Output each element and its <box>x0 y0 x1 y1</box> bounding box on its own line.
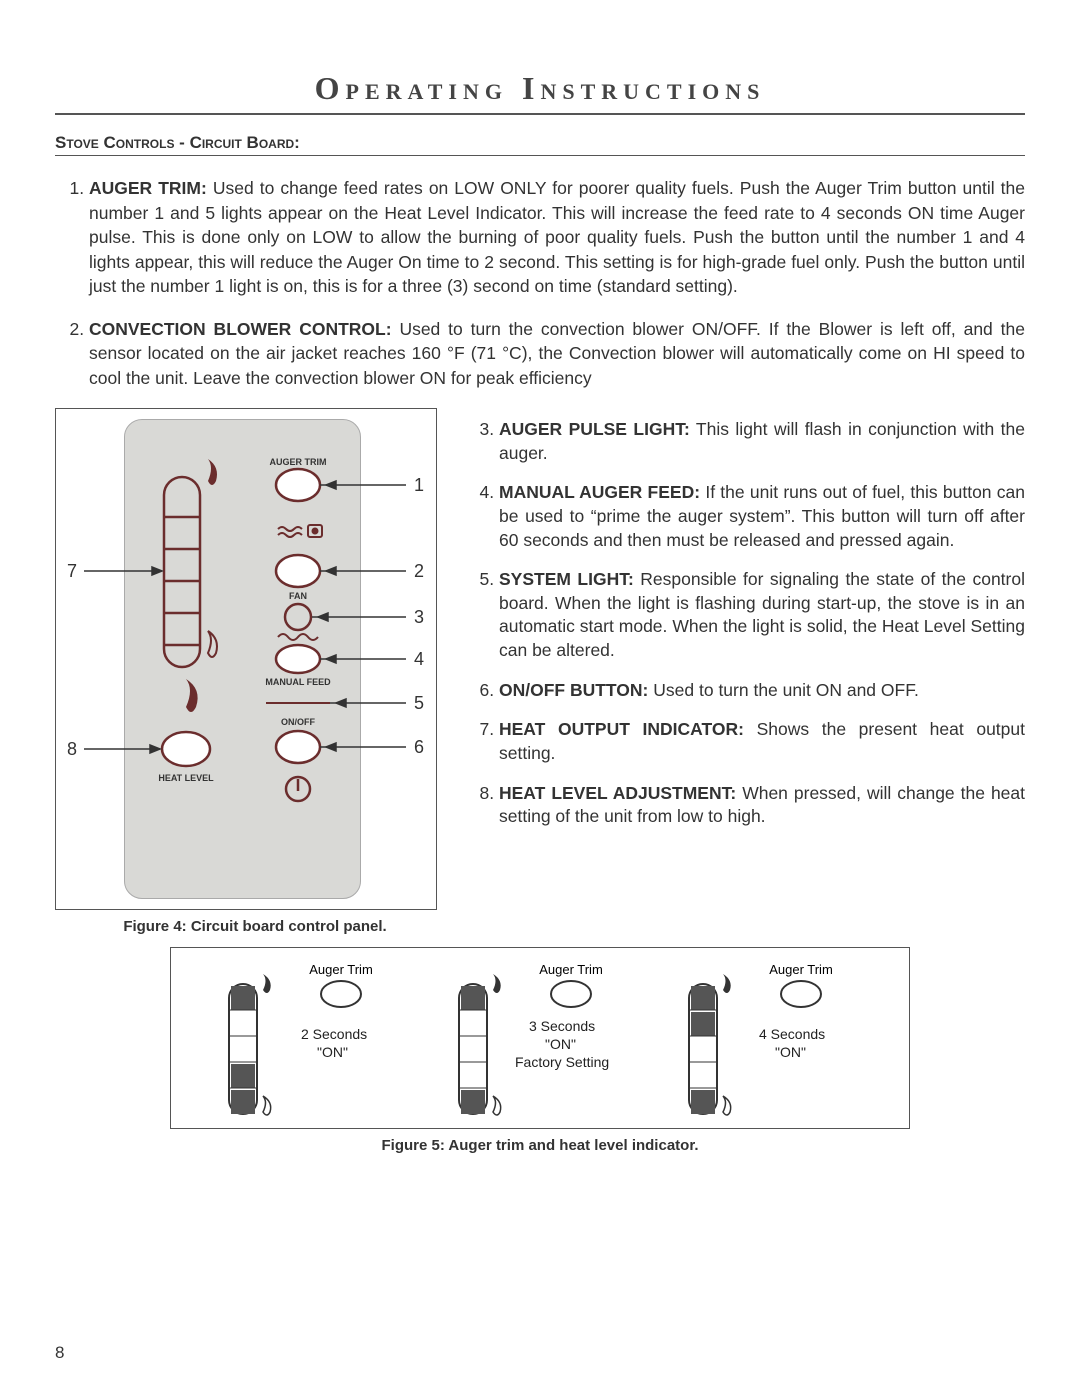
svg-text:FAN: FAN <box>289 591 307 601</box>
callout-8: 8 <box>67 739 77 760</box>
item-heat-output: HEAT OUTPUT INDICATOR: Shows the present… <box>499 718 1025 765</box>
item-onoff: ON/OFF BUTTON: Used to turn the unit ON … <box>499 679 1025 703</box>
figure-4-caption: Figure 4: Circuit board control panel. <box>55 918 455 935</box>
figure-5: Auger Trim Auger Trim <box>170 947 910 1154</box>
callout-5: 5 <box>414 693 424 714</box>
svg-text:MANUAL FEED: MANUAL FEED <box>265 677 331 687</box>
instructions-list-top: AUGER TRIM: Used to change feed rates on… <box>55 176 1025 390</box>
callout-2: 2 <box>414 561 424 582</box>
svg-text:AUGER TRIM: AUGER TRIM <box>270 457 327 467</box>
svg-text:Auger Trim: Auger Trim <box>769 962 833 977</box>
svg-text:Auger Trim: Auger Trim <box>539 962 603 977</box>
callout-4: 4 <box>414 649 424 670</box>
svg-text:HEAT LEVEL: HEAT LEVEL <box>158 773 214 783</box>
item-auger-pulse: AUGER PULSE LIGHT: This light will flash… <box>499 418 1025 465</box>
callout-1: 1 <box>414 475 424 496</box>
callout-6: 6 <box>414 737 424 758</box>
figure-4: AUGER TRIM FAN MANUAL FEED <box>55 408 455 935</box>
item-auger-trim: AUGER TRIM: Used to change feed rates on… <box>89 176 1025 299</box>
figure-5-caption: Figure 5: Auger trim and heat level indi… <box>170 1137 910 1154</box>
item-manual-auger: MANUAL AUGER FEED: If the unit runs out … <box>499 481 1025 552</box>
callout-3: 3 <box>414 607 424 628</box>
svg-text:Auger Trim: Auger Trim <box>309 962 373 977</box>
page-title: Operating Instructions <box>55 70 1025 115</box>
section-heading: Stove Controls - Circuit Board: <box>55 133 1025 156</box>
control-panel-diagram: AUGER TRIM FAN MANUAL FEED <box>56 409 436 909</box>
page-number: 8 <box>55 1343 64 1363</box>
item-convection-blower: CONVECTION BLOWER CONTROL: Used to turn … <box>89 317 1025 391</box>
callout-7: 7 <box>67 561 77 582</box>
item-system-light: SYSTEM LIGHT: Responsible for signaling … <box>499 568 1025 663</box>
item-heat-level: HEAT LEVEL ADJUSTMENT: When pressed, wil… <box>499 782 1025 829</box>
svg-text:ON/OFF: ON/OFF <box>281 717 315 727</box>
instructions-list-right: AUGER PULSE LIGHT: This light will flash… <box>475 418 1025 829</box>
